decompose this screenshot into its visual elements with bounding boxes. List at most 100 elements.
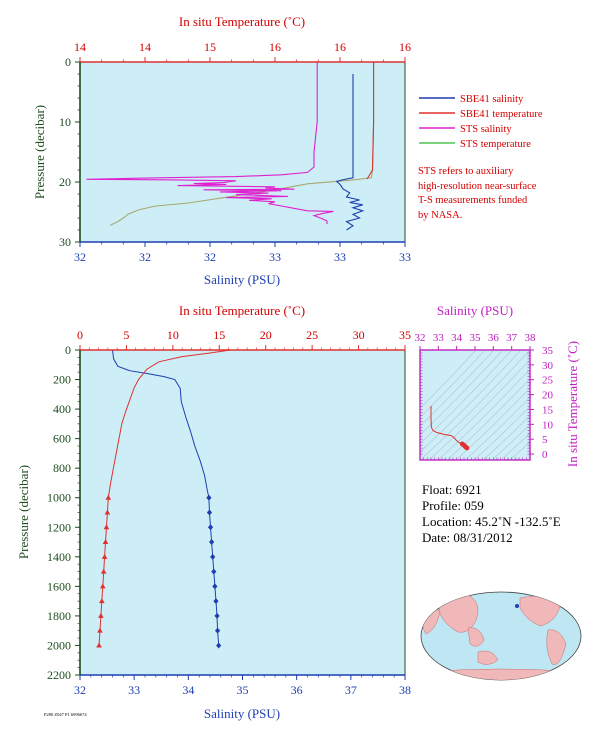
map-land bbox=[422, 594, 579, 680]
bottom-salinity-tick-label: 38 bbox=[399, 683, 411, 697]
float-info: Float: 6921 Profile: 059 Location: 45.2˚… bbox=[422, 482, 561, 546]
series-line-sbe41-salinity bbox=[335, 74, 365, 231]
bottom-temp-tick-label: 25 bbox=[306, 328, 318, 342]
sts-note-line: by NASA. bbox=[418, 209, 463, 221]
salinity-marker bbox=[209, 539, 215, 546]
bottom-pressure-tick-label: 600 bbox=[53, 432, 71, 446]
top-pressure-tick-label: 10 bbox=[59, 115, 71, 129]
inset-salinity-tick-label: 32 bbox=[415, 332, 426, 344]
temperature-marker bbox=[104, 509, 111, 515]
bottom-salinity-tick-label: 34 bbox=[182, 683, 194, 697]
density-contour bbox=[464, 396, 530, 460]
inset-salinity-tick-label: 33 bbox=[433, 332, 445, 344]
inset-salinity-axis-title: Salinity (PSU) bbox=[437, 303, 513, 318]
inset-salinity-tick-label: 34 bbox=[451, 332, 463, 344]
salinity-marker bbox=[214, 612, 220, 619]
sts-note: STS refers to auxiliary high-resolution … bbox=[418, 165, 536, 223]
salinity-marker bbox=[211, 568, 217, 575]
salinity-marker bbox=[206, 494, 212, 501]
bottom-temp-tick-label: 15 bbox=[213, 328, 225, 342]
temperature-marker bbox=[105, 494, 112, 500]
float-location-marker bbox=[515, 604, 519, 608]
bottom-pressure-tick-label: 1600 bbox=[47, 579, 71, 593]
salinity-marker bbox=[207, 524, 214, 531]
bottom-salinity-tick-label: 36 bbox=[291, 683, 303, 697]
legend-label-sbe41-salinity: SBE41 salinity bbox=[460, 94, 524, 105]
top-temp-tick-label: 16 bbox=[334, 40, 346, 54]
inset-salinity-tick-label: 37 bbox=[506, 332, 518, 344]
legend-label-sts-temperature: STS temperature bbox=[460, 139, 531, 150]
temperature-marker bbox=[97, 627, 103, 633]
top-salinity-tick-label: 32 bbox=[139, 250, 151, 264]
bottom-pressure-axis-title: Pressure (decibar) bbox=[16, 465, 31, 559]
bottom-salinity-tick-label: 35 bbox=[237, 683, 249, 697]
ts-profile-point bbox=[464, 445, 470, 451]
bottom-pressure-tick-label: 200 bbox=[53, 373, 71, 387]
bottom-temp-tick-label: 20 bbox=[260, 328, 272, 342]
density-contour bbox=[420, 350, 495, 427]
top-salinity-tick-label: 32 bbox=[74, 250, 86, 264]
inset-temperature-axis-title: In situ Temperature (˚C) bbox=[565, 341, 580, 467]
density-contour bbox=[509, 441, 530, 460]
series-line-sts-temperature bbox=[110, 62, 375, 226]
density-contour bbox=[420, 350, 486, 418]
bottom-salinity-tick-label: 33 bbox=[128, 683, 140, 697]
top-salinity-axis-title: Salinity (PSU) bbox=[204, 272, 280, 287]
top-pressure-tick-label: 0 bbox=[65, 55, 71, 69]
density-contour bbox=[420, 350, 513, 444]
bottom-temp-tick-label: 0 bbox=[77, 328, 83, 342]
top-temp-tick-label: 16 bbox=[269, 40, 281, 54]
inset-temperature-tick-label: 20 bbox=[542, 390, 554, 402]
series-line-sbe41-temperature bbox=[366, 62, 375, 180]
bottom-plot-area bbox=[79, 349, 406, 676]
temperature-marker bbox=[103, 524, 110, 530]
temperature-marker bbox=[99, 598, 105, 604]
inset-temperature-tick-label: 10 bbox=[542, 419, 554, 431]
inset-temperature-tick-label: 5 bbox=[542, 434, 548, 446]
density-contour bbox=[491, 424, 530, 460]
top-temp-tick-label: 14 bbox=[139, 40, 151, 54]
sts-note-line: high-resolution near-surface bbox=[418, 180, 537, 192]
density-contour bbox=[482, 415, 530, 460]
density-contour bbox=[437, 368, 530, 460]
footer-code: P280 Z047 P1 6996674 bbox=[44, 712, 87, 717]
inset-temperature-tick-label: 25 bbox=[542, 375, 554, 387]
inset-temperature-tick-label: 15 bbox=[542, 404, 554, 416]
inset-temperature-tick-label: 0 bbox=[542, 449, 548, 461]
bottom-pressure-tick-label: 400 bbox=[53, 402, 71, 416]
temperature-marker bbox=[102, 539, 109, 545]
top-salinity-tick-label: 33 bbox=[334, 250, 346, 264]
salinity-marker bbox=[213, 598, 219, 605]
top-temp-tick-label: 16 bbox=[399, 40, 411, 54]
top-pressure-axis-title: Pressure (decibar) bbox=[32, 105, 47, 199]
top-temp-tick-label: 15 bbox=[204, 40, 216, 54]
salinity-marker bbox=[216, 642, 222, 649]
bottom-pressure-tick-label: 0 bbox=[65, 343, 71, 357]
top-legend: SBE41 salinity SBE41 temperature STS sal… bbox=[419, 94, 543, 150]
salinity-marker bbox=[210, 553, 216, 560]
bottom-temp-tick-label: 10 bbox=[167, 328, 179, 342]
temperature-marker bbox=[101, 553, 108, 559]
bottom-salinity-tick-label: 32 bbox=[74, 683, 86, 697]
bottom-temp-axis-title: In situ Temperature (˚C) bbox=[179, 303, 305, 318]
inset-temperature-tick-label: 30 bbox=[542, 360, 554, 372]
temperature-marker bbox=[96, 642, 102, 648]
top-temp-axis-title: In situ Temperature (˚C) bbox=[179, 14, 305, 29]
bottom-pressure-tick-label: 800 bbox=[53, 461, 71, 475]
float-id: Float: 6921 bbox=[422, 482, 482, 497]
float-location-map bbox=[420, 591, 582, 681]
density-contour bbox=[500, 432, 530, 460]
salinity-marker bbox=[214, 627, 221, 634]
bottom-temp-tick-label: 30 bbox=[353, 328, 365, 342]
sts-note-line: T-S measurements funded bbox=[418, 195, 528, 206]
density-contour bbox=[428, 359, 530, 460]
profile-date: Date: 08/31/2012 bbox=[422, 530, 513, 545]
density-contour bbox=[473, 406, 530, 460]
bottom-pressure-tick-label: 1800 bbox=[47, 609, 71, 623]
density-contour bbox=[420, 350, 522, 453]
bottom-pressure-tick-label: 2200 bbox=[47, 668, 71, 682]
inset-salinity-tick-label: 35 bbox=[470, 332, 482, 344]
bottom-salinity-tick-label: 37 bbox=[345, 683, 357, 697]
density-contour bbox=[446, 378, 530, 460]
